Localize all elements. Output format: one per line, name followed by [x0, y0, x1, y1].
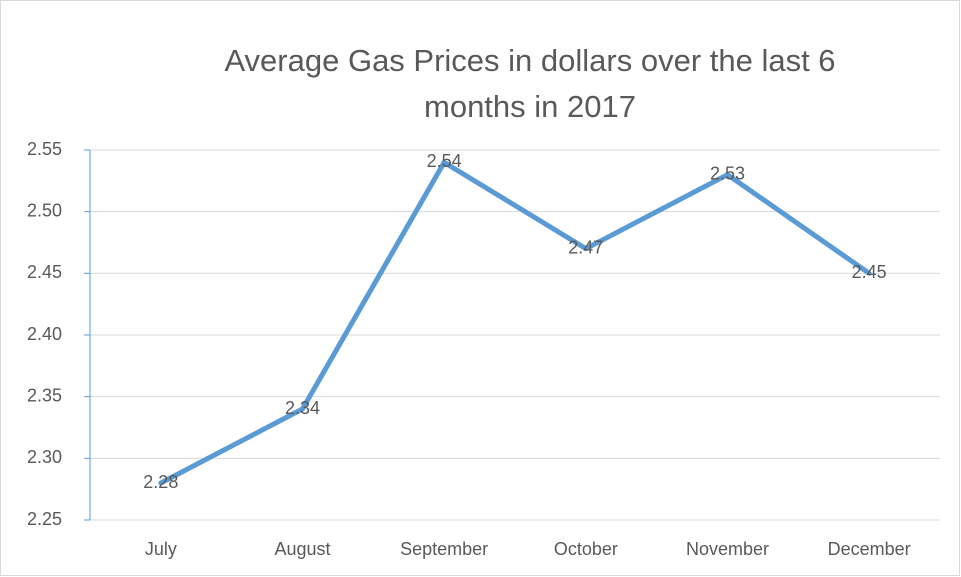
x-tick-label: July	[145, 539, 177, 559]
data-label: 2.54	[427, 151, 462, 171]
data-label: 2.28	[143, 472, 178, 492]
data-label: 2.53	[710, 163, 745, 183]
x-tick-label: December	[828, 539, 911, 559]
y-tick-label: 2.35	[27, 385, 62, 405]
y-tick-label: 2.50	[27, 200, 62, 220]
x-tick-label: November	[686, 539, 769, 559]
x-tick-label: September	[400, 539, 488, 559]
data-label: 2.45	[852, 262, 887, 282]
chart-title: Average Gas Prices in dollars over the l…	[224, 43, 836, 124]
line	[158, 159, 872, 486]
x-tick-label: August	[274, 539, 330, 559]
y-tick-label: 2.40	[27, 324, 62, 344]
y-tick-label: 2.45	[27, 262, 62, 282]
data-label: 2.34	[285, 398, 320, 418]
y-tick-label: 2.25	[27, 509, 62, 529]
y-tick-label: 2.30	[27, 447, 62, 467]
data-label: 2.47	[568, 237, 603, 257]
x-tick-label: October	[554, 539, 618, 559]
y-tick-label: 2.55	[27, 139, 62, 159]
